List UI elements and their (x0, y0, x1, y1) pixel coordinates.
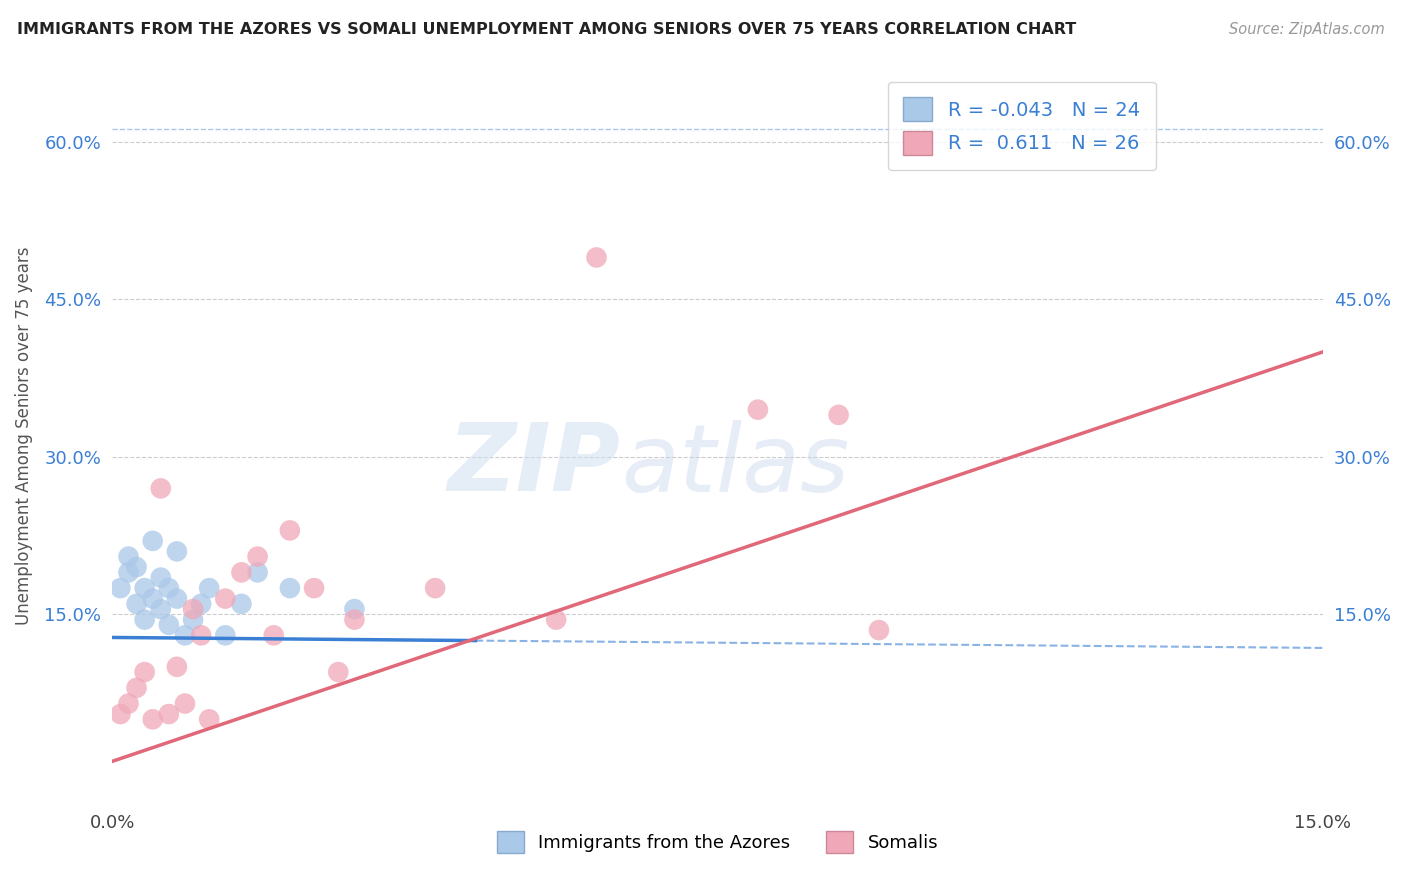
Point (343, 602, 366, 616)
Text: atlas: atlas (620, 420, 849, 511)
Point (174, 697, 197, 711)
Point (546, 613, 568, 627)
Point (166, 591, 188, 606)
Point (157, 707, 180, 722)
Point (214, 628, 236, 642)
Point (134, 613, 156, 627)
Point (214, 591, 236, 606)
Text: ZIP: ZIP (449, 419, 620, 511)
Y-axis label: Unemployment Among Seniors over 75 years: Unemployment Among Seniors over 75 years (15, 247, 32, 625)
Point (117, 549, 139, 564)
Point (117, 566, 139, 580)
Point (190, 628, 212, 642)
Point (231, 566, 253, 580)
Point (190, 597, 212, 611)
Point (134, 581, 156, 595)
Point (142, 591, 165, 606)
Point (246, 566, 269, 580)
Point (110, 581, 132, 595)
Point (181, 602, 204, 616)
Point (149, 602, 172, 616)
Point (149, 571, 172, 585)
Point (198, 581, 221, 595)
Point (747, 402, 769, 417)
Point (125, 681, 148, 695)
Point (181, 613, 204, 627)
Point (157, 581, 180, 595)
Point (125, 560, 148, 574)
Text: Source: ZipAtlas.com: Source: ZipAtlas.com (1229, 22, 1385, 37)
Point (157, 617, 180, 632)
Point (263, 628, 285, 642)
Point (231, 597, 253, 611)
Point (278, 581, 301, 595)
Point (585, 251, 607, 265)
Point (117, 697, 139, 711)
Point (166, 544, 188, 558)
Point (278, 524, 301, 538)
Point (827, 408, 849, 422)
Point (198, 712, 221, 726)
Point (166, 660, 188, 674)
Point (343, 613, 366, 627)
Point (149, 482, 172, 496)
Point (423, 581, 446, 595)
Point (174, 628, 197, 642)
Point (328, 665, 350, 679)
Point (302, 581, 325, 595)
Point (246, 549, 269, 564)
Point (134, 665, 156, 679)
Point (868, 623, 890, 637)
Point (110, 707, 132, 722)
Point (142, 533, 165, 548)
Legend: Immigrants from the Azores, Somalis: Immigrants from the Azores, Somalis (489, 824, 946, 861)
Text: IMMIGRANTS FROM THE AZORES VS SOMALI UNEMPLOYMENT AMONG SENIORS OVER 75 YEARS CO: IMMIGRANTS FROM THE AZORES VS SOMALI UNE… (17, 22, 1076, 37)
Point (142, 712, 165, 726)
Point (125, 597, 148, 611)
